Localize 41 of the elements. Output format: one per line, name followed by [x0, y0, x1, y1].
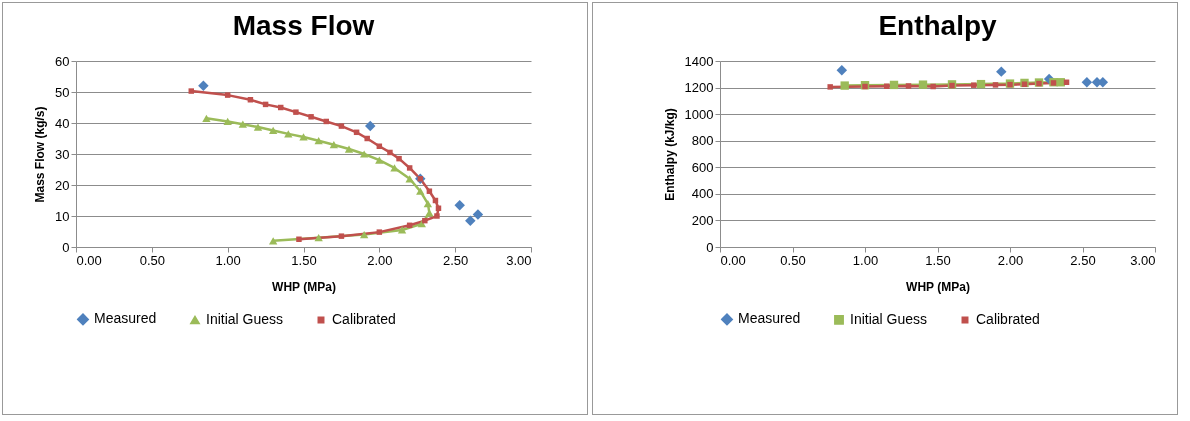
chart-title: Mass Flow	[232, 10, 375, 41]
y-tick-label: 10	[55, 208, 70, 224]
legend-label: Measured	[94, 310, 157, 327]
y-tick-label: 1400	[684, 53, 714, 69]
y-tick-label: 40	[55, 115, 70, 131]
y-tick-label: 400	[691, 186, 714, 202]
y-tick-label: 800	[691, 133, 714, 149]
y-tick-label: 1000	[684, 106, 714, 122]
x-tick-label: 0.50	[780, 252, 806, 268]
y-tick-label: 60	[55, 53, 70, 69]
x-tick-label: 2.50	[1070, 252, 1096, 268]
x-tick-label: 0.00	[76, 252, 102, 268]
y-tick-label: 1200	[684, 80, 714, 96]
y-tick-label: 0	[706, 239, 714, 255]
y-tick-label: 20	[55, 177, 70, 193]
x-tick-label: 0.50	[139, 252, 165, 268]
x-tick-label: 0.00	[720, 252, 746, 268]
x-tick-label: 3.00	[506, 252, 532, 268]
x-tick-label: 1.00	[852, 252, 879, 268]
x-axis-title: WHP (MPa)	[272, 279, 336, 294]
y-tick-label: 600	[691, 159, 714, 175]
x-axis-title: WHP (MPa)	[906, 279, 970, 294]
legend-label: Initial Guess	[206, 311, 284, 327]
y-tick-label: 30	[55, 146, 70, 162]
x-tick-label: 1.50	[925, 252, 951, 268]
x-tick-label: 1.50	[291, 252, 317, 268]
legend-label: Measured	[738, 310, 801, 327]
y-tick-label: 0	[62, 239, 70, 255]
y-axis-title: Mass Flow (kg/s)	[33, 106, 48, 203]
x-tick-label: 2.00	[997, 252, 1024, 268]
x-tick-label: 2.50	[443, 252, 469, 268]
legend-label: Calibrated	[976, 311, 1040, 327]
y-tick-label: 50	[55, 84, 70, 100]
x-tick-label: 3.00	[1130, 252, 1156, 268]
y-tick-label: 200	[691, 212, 714, 228]
legend-label: Calibrated	[332, 311, 396, 327]
x-tick-label: 2.00	[367, 252, 393, 268]
x-tick-label: 1.00	[215, 252, 241, 268]
y-axis-title: Enthalpy (kJ/kg)	[662, 108, 677, 201]
chart-title: Enthalpy	[878, 10, 998, 41]
legend-label: Initial Guess	[850, 310, 928, 327]
